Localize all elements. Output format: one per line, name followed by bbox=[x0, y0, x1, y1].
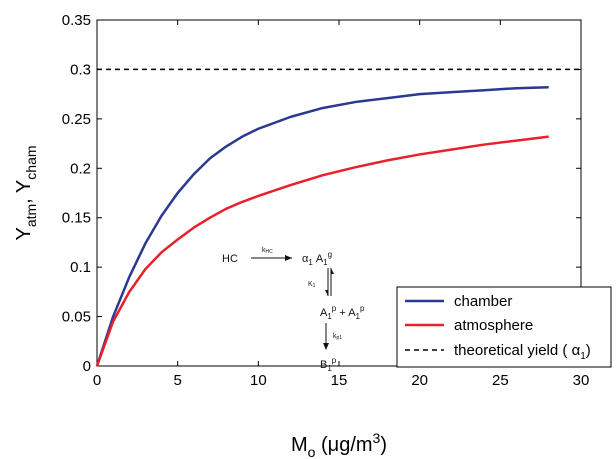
scheme-arrowhead-hc bbox=[285, 255, 292, 261]
y-tick-label: 0.1 bbox=[70, 259, 91, 276]
x-tick-label: 15 bbox=[331, 372, 348, 389]
scheme-k-p1: kp1 bbox=[333, 333, 342, 341]
y-tick-label: 0.05 bbox=[62, 309, 91, 326]
y-tick-label: 0.3 bbox=[70, 61, 91, 78]
y-axis: 0 0.05 0.1 0.15 0.2 0.25 0.3 0.35 bbox=[62, 12, 581, 375]
y-tick-label: 0.15 bbox=[62, 210, 91, 227]
x-tick-label: 0 bbox=[93, 372, 101, 389]
y-tick-label: 0.2 bbox=[70, 160, 91, 177]
reaction-scheme: HC kHC α1 A1g K1 A1p + A1p kp1 B1p bbox=[222, 247, 365, 373]
y-tick-label: 0.25 bbox=[62, 111, 91, 128]
scheme-b1p: B1p bbox=[320, 356, 337, 373]
x-tick-label: 20 bbox=[411, 372, 428, 389]
scheme-arrowhead-kp bbox=[323, 343, 329, 350]
legend: chamber atmosphere theoretical yield ( α… bbox=[396, 286, 612, 368]
series-layer bbox=[95, 68, 581, 367]
y-tick-label: 0.35 bbox=[62, 12, 91, 29]
legend-label-theoretical-yield: theoretical yield ( α1) bbox=[454, 342, 591, 362]
legend-label-atmosphere: atmosphere bbox=[454, 317, 533, 334]
scheme-eq-head-down bbox=[325, 290, 328, 296]
x-axis: 0 5 10 15 20 25 30 bbox=[93, 20, 590, 389]
x-tick-label: 5 bbox=[173, 372, 181, 389]
x-axis-title: Mo (μg/m3) bbox=[291, 430, 387, 459]
y-axis-title: Yatm, Ycham bbox=[13, 145, 39, 240]
y-tick-label: 0 bbox=[83, 358, 91, 375]
scheme-kappa: K1 bbox=[308, 281, 316, 289]
x-tick-label: 10 bbox=[250, 372, 267, 389]
scheme-alpha-a1g: α1 A1g bbox=[302, 250, 332, 267]
scheme-reactant: HC bbox=[222, 253, 238, 265]
scheme-ap-pair: A1p + A1p bbox=[320, 304, 365, 321]
series-line-chamber bbox=[95, 85, 549, 367]
x-tick-label: 25 bbox=[492, 372, 509, 389]
x-tick-label: 30 bbox=[573, 372, 590, 389]
scheme-k-hc: kHC bbox=[262, 247, 273, 255]
scheme-eq-head-up bbox=[331, 268, 334, 274]
legend-label-chamber: chamber bbox=[454, 293, 512, 310]
series-line-atmosphere bbox=[95, 135, 549, 367]
